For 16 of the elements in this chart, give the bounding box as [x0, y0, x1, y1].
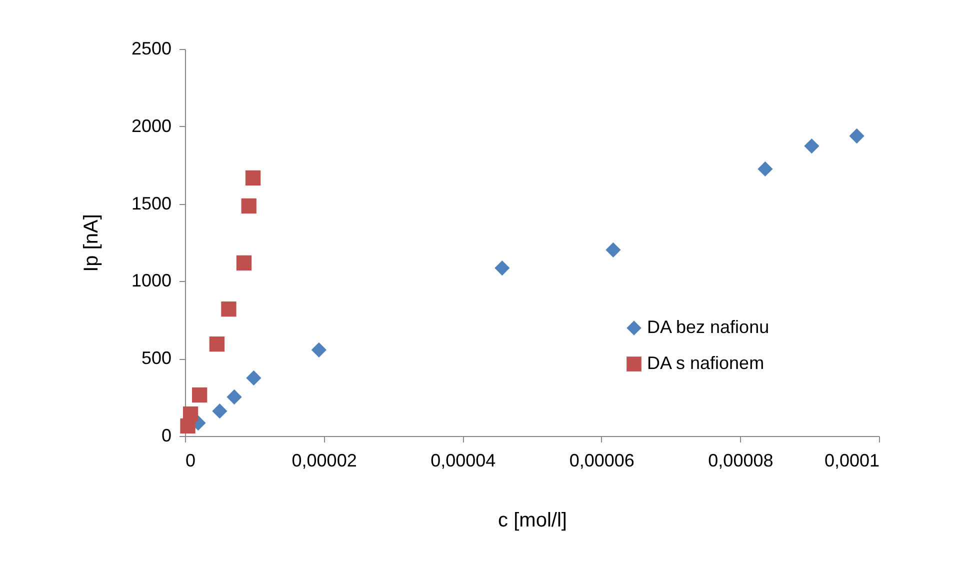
y-tick-label: 500 — [141, 348, 172, 368]
y-tick-label: 0 — [161, 426, 172, 446]
x-tick-label: 0,0001 — [824, 450, 880, 470]
y-tick-label: 2500 — [131, 38, 172, 58]
x-tick-label: 0,00002 — [292, 450, 357, 470]
legend-label: DA s nafionem — [647, 353, 764, 373]
y-tick-label: 1000 — [131, 270, 172, 291]
x-tick-label: 0,00008 — [708, 450, 774, 470]
x-tick-label: 0 — [186, 450, 196, 470]
y-axis-title: Ip [nA] — [80, 214, 102, 272]
x-tick-label: 0,00006 — [569, 450, 634, 470]
y-tick-label: 2000 — [131, 116, 172, 136]
legend-label: DA bez nafionu — [647, 317, 770, 337]
x-axis-title: c [mol/l] — [498, 510, 567, 532]
x-tick-label: 0,00004 — [430, 450, 496, 470]
y-tick-label: 1500 — [131, 193, 172, 214]
